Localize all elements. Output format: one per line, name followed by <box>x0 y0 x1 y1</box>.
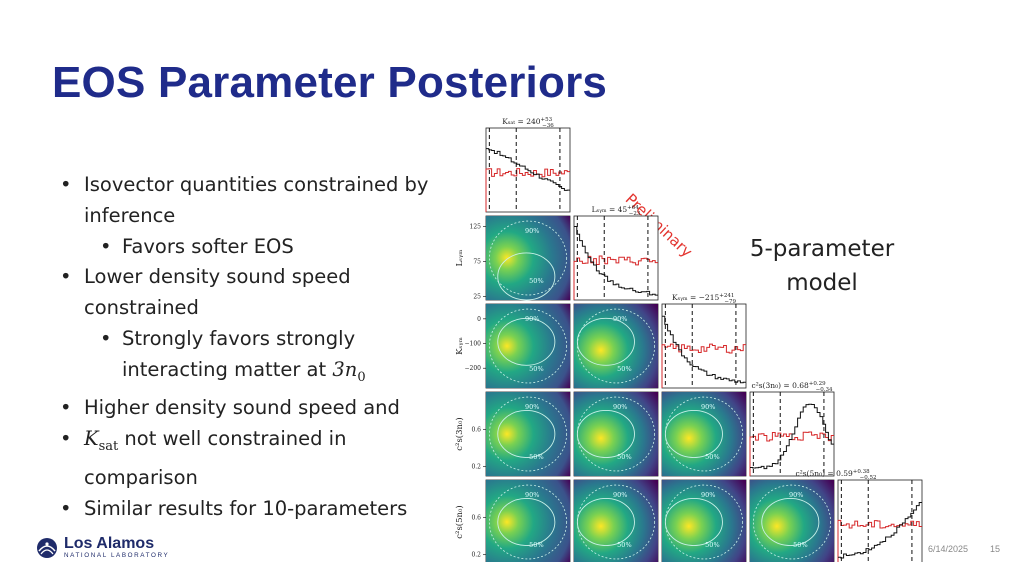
ylabel-2: Kₛᵧₘ <box>455 337 465 355</box>
contour-90-1-0 <box>488 220 568 296</box>
contour-90-2-1 <box>576 308 656 384</box>
contour-label-90-2-1: 90% <box>613 315 627 323</box>
density-panel-3-0 <box>486 392 570 476</box>
ytick-label-2-1: −100 <box>465 341 482 348</box>
diag-panel-2 <box>661 303 747 389</box>
contour-label-50-4-3: 50% <box>793 541 807 549</box>
ylabel-1: Lₛᵧₘ <box>455 250 465 267</box>
bullet-text: not well constrained in comparison <box>84 427 347 489</box>
ylabel-4: c²s(5n₀) <box>454 505 465 538</box>
page-number: 15 <box>990 544 1001 554</box>
model-note: 5-parameter model <box>749 236 895 296</box>
contour-label-50-3-2: 50% <box>705 453 719 461</box>
contour-90-4-0 <box>488 484 568 560</box>
prior-histogram-4 <box>837 519 922 562</box>
contour-label-50-3-1: 50% <box>617 453 631 461</box>
contour-50-2-1 <box>576 317 635 366</box>
diag-title-3: c²s(3n₀) = 0.68+0.29 −0.34 <box>752 381 833 393</box>
contour-label-90-4-0: 90% <box>525 491 539 499</box>
corner-plot: Kₛₐₜ = 240+53 −36 90% 50% Lₛᵧₘ = 45+64 −23 90%… <box>454 117 923 562</box>
contour-90-2-0 <box>488 308 568 384</box>
contour-label-90-3-1: 90% <box>613 403 627 411</box>
diag-title-0: Kₛₐₜ = 240+53 −36 <box>502 117 554 129</box>
contour-50-4-3 <box>761 498 820 546</box>
ytick-label-4-1: 0.6 <box>471 514 481 521</box>
posterior-histogram-3 <box>750 403 834 470</box>
ytick-label-2-0: −200 <box>465 365 482 372</box>
posterior-histogram-4 <box>838 502 922 559</box>
contour-label-90-4-2: 90% <box>701 491 715 499</box>
ytick-label-3-1: 0.6 <box>471 426 481 433</box>
los-alamos-logo: Los Alamos NATIONAL LABORATORY <box>36 536 169 560</box>
density-panel-2-1 <box>574 304 658 388</box>
contour-90-3-0 <box>488 396 568 472</box>
math-ksat: Ksat <box>84 427 119 455</box>
density-panel-4-3 <box>750 480 834 562</box>
ytick-label-1-0: 25 <box>473 294 481 301</box>
contour-label-90-3-2: 90% <box>701 403 715 411</box>
density-panel-4-1 <box>574 480 658 562</box>
prior-histogram-0 <box>485 168 570 212</box>
contour-label-90-1-0: 90% <box>525 227 539 235</box>
ylabel-3: c²s(3n₀) <box>454 417 465 450</box>
math-3n0: 3n0 <box>332 357 366 385</box>
contour-label-90-2-0: 90% <box>525 315 539 323</box>
ytick-label-1-2: 125 <box>470 224 482 231</box>
density-panel-4-0 <box>486 480 570 562</box>
ytick-label-2-2: 0 <box>477 316 481 323</box>
posterior-histogram-0 <box>486 148 570 191</box>
diag-title-2: Kₛᵧₘ = −215+241 −79 <box>672 293 736 305</box>
contour-50-3-2 <box>664 410 723 458</box>
contour-90-3-1 <box>576 396 656 472</box>
footer-date: 6/14/2025 <box>928 544 969 554</box>
contour-90-4-1 <box>576 484 656 560</box>
contour-90-4-3 <box>752 484 832 560</box>
contour-50-3-1 <box>576 410 635 458</box>
prior-histogram-1 <box>573 255 658 300</box>
posterior-histogram-1 <box>574 226 658 296</box>
contour-50-4-0 <box>497 498 556 546</box>
bullet-strongly-interacting: Strongly favors strongly interacting mat… <box>60 324 440 393</box>
ytick-label-4-0: 0.2 <box>471 552 481 559</box>
bullet-ten-params: Similar results for 10-parameters <box>60 494 440 525</box>
bullet-list: Isovector quantities constrained by infe… <box>60 170 440 525</box>
bullet-high-density: Higher density sound speed and <box>60 393 440 424</box>
contour-50-2-0 <box>497 317 556 366</box>
contour-label-90-4-1: 90% <box>613 491 627 499</box>
logo-subtitle: NATIONAL LABORATORY <box>64 552 170 559</box>
contour-50-3-0 <box>497 410 556 458</box>
contour-label-50-4-0: 50% <box>529 541 543 549</box>
prior-histogram-2 <box>661 343 746 388</box>
slide-title: EOS Parameter Posteriors <box>52 58 608 107</box>
contour-label-50-1-0: 50% <box>529 277 543 285</box>
density-panel-3-1 <box>574 392 658 476</box>
contour-90-4-2 <box>664 484 744 560</box>
contour-label-50-2-1: 50% <box>617 365 631 373</box>
ytick-label-1-1: 75 <box>473 259 481 266</box>
bullet-ksat: Ksat not well constrained in comparison <box>60 424 440 493</box>
density-panel-4-2 <box>662 480 746 562</box>
bullet-isovector: Isovector quantities constrained by infe… <box>60 170 440 232</box>
contour-label-50-4-2: 50% <box>705 541 719 549</box>
contour-label-90-3-0: 90% <box>525 403 539 411</box>
contour-50-4-2 <box>664 498 723 546</box>
diag-title-1: Lₛᵧₘ = 45+64 −23 <box>592 205 641 217</box>
contour-label-50-4-1: 50% <box>617 541 631 549</box>
posterior-histogram-2 <box>662 315 746 384</box>
contour-label-50-3-0: 50% <box>529 453 543 461</box>
contour-50-1-0 <box>497 252 556 301</box>
los-alamos-globe-icon <box>37 538 57 558</box>
contour-label-90-4-3: 90% <box>789 491 803 499</box>
bullet-text: Strongly favors strongly interacting mat… <box>122 326 356 381</box>
contour-90-3-2 <box>664 396 744 472</box>
diag-title-4: c²s(5n₀) = 0.59+0.38 −0.52 <box>796 469 877 481</box>
logo-name: Los Alamos <box>64 535 155 552</box>
density-panel-3-2 <box>662 392 746 476</box>
contour-50-4-1 <box>576 498 635 546</box>
bullet-softer-eos: Favors softer EOS <box>60 232 440 263</box>
bullet-low-density: Lower density sound speed constrained <box>60 262 440 324</box>
ytick-label-3-0: 0.2 <box>471 464 481 471</box>
contour-label-50-2-0: 50% <box>529 365 543 373</box>
